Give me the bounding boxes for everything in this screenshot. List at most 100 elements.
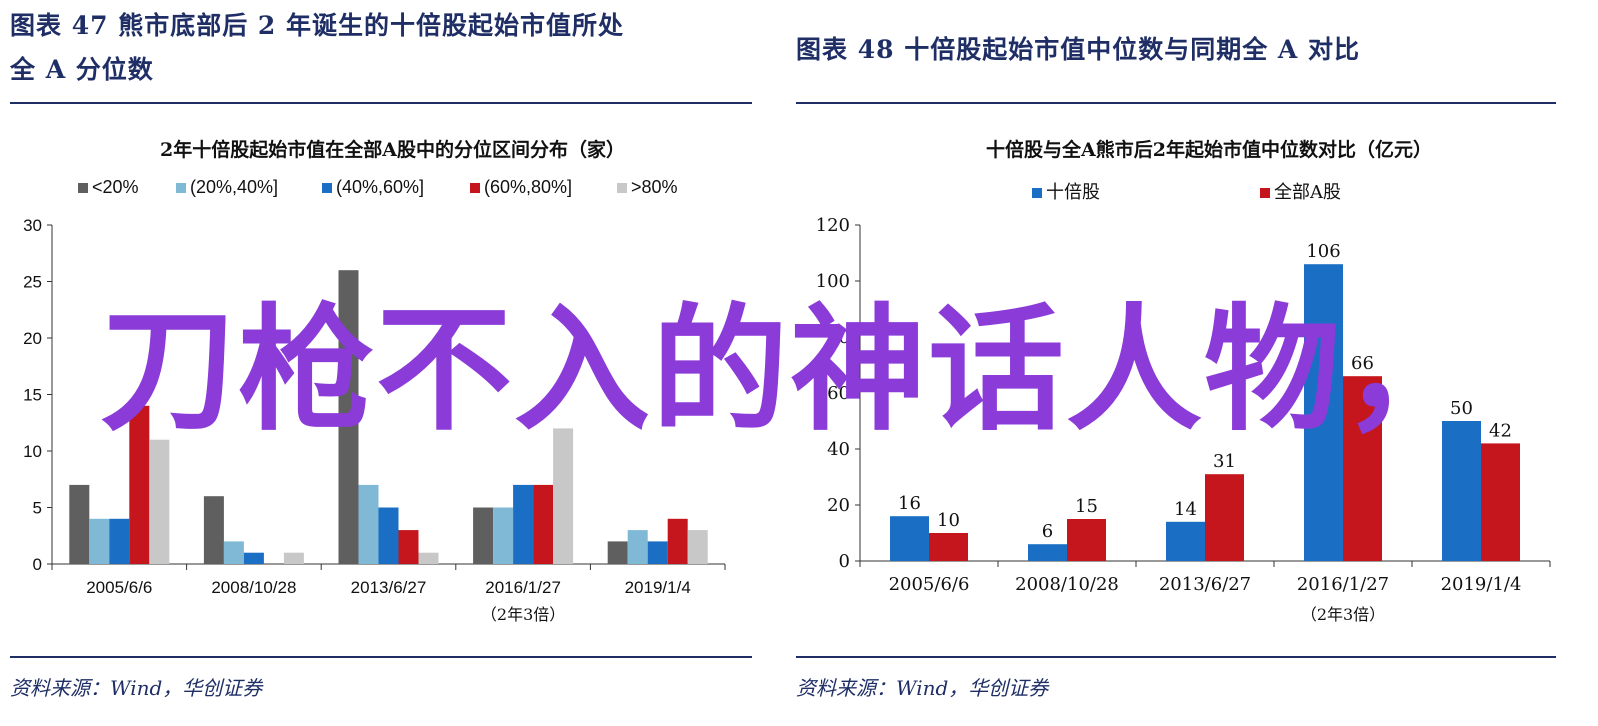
data-label: 50 xyxy=(1450,398,1473,419)
figure-47-panel: 图表 47 熊市底部后 2 年诞生的十倍股起始市值所处 全 A 分位数 2年十倍… xyxy=(0,0,770,726)
watermark-overlay-text: 刀枪不入的神话人物， xyxy=(100,292,1480,450)
data-label: 15 xyxy=(1075,496,1098,517)
figure-47-title-line1: 图表 47 熊市底部后 2 年诞生的十倍股起始市值所处 xyxy=(10,11,625,40)
bar-5-3 xyxy=(418,552,439,564)
x-category-note: （2年3倍） xyxy=(1301,605,1385,624)
bar-1-1 xyxy=(890,516,929,561)
y-tick-label: 80 xyxy=(827,327,850,348)
y-tick-label: 25 xyxy=(23,273,42,292)
bar-1-2 xyxy=(1028,544,1067,561)
bar-1-3 xyxy=(1166,521,1205,561)
legend-label: 十倍股 xyxy=(1046,182,1100,203)
chart-title: 2年十倍股起始市值在全部A股中的分位区间分布（家） xyxy=(160,138,625,161)
bar-2-1 xyxy=(929,533,968,561)
bar-2-4 xyxy=(493,507,514,564)
x-category-label: 2013/6/27 xyxy=(351,578,427,597)
bar-2-4 xyxy=(1343,376,1382,561)
legend-swatch xyxy=(78,183,88,193)
figure-48-source: 资料来源：Wind，华创证券 xyxy=(796,676,1049,700)
figure-47-title-line2: 全 A 分位数 xyxy=(10,55,154,84)
bar-2-2 xyxy=(223,541,244,564)
bar-5-4 xyxy=(553,428,574,564)
y-tick-label: 20 xyxy=(23,329,42,348)
y-tick-label: 60 xyxy=(827,383,850,404)
x-category-label: 2013/6/27 xyxy=(1159,574,1251,595)
figure-47-source: 资料来源：Wind，华创证券 xyxy=(10,676,263,700)
bar-4-1 xyxy=(129,405,150,564)
figure-47-chart: 2年十倍股起始市值在全部A股中的分位区间分布（家） <20% (20%,40%] (4… xyxy=(23,138,726,624)
y-tick-label: 0 xyxy=(33,555,42,574)
bar-5-1 xyxy=(149,439,170,564)
y-tick-label: 120 xyxy=(816,215,850,236)
bar-1-1 xyxy=(69,484,90,564)
legend-label: (40%,60%] xyxy=(336,177,424,197)
legend-label: <20% xyxy=(92,177,139,197)
figure-48-top-rule xyxy=(796,102,1556,104)
bar-2-1 xyxy=(89,518,110,564)
figure-48-title: 图表 48 十倍股起始市值中位数与同期全 A 对比 xyxy=(796,35,1361,64)
x-category-label: 2008/10/28 xyxy=(1015,574,1119,595)
bar-1-5 xyxy=(607,541,628,564)
chart-title: 十倍股与全A熊市后2年起始市值中位数对比（亿元） xyxy=(986,138,1432,161)
bar-2-5 xyxy=(1481,443,1520,561)
bar-5-2 xyxy=(283,552,304,564)
data-label: 42 xyxy=(1489,420,1512,441)
bar-2-5 xyxy=(627,530,648,564)
legend-label: >80% xyxy=(631,177,678,197)
legend-swatch xyxy=(617,183,627,193)
data-label: 106 xyxy=(1306,241,1340,262)
data-label: 10 xyxy=(937,510,960,531)
bar-4-5 xyxy=(667,518,688,564)
x-category-note: （2年3倍） xyxy=(481,605,565,624)
legend-label: (60%,80%] xyxy=(484,177,572,197)
data-label: 66 xyxy=(1351,353,1374,374)
x-category-label: 2019/1/4 xyxy=(625,578,691,597)
x-category-label: 2016/1/27 xyxy=(485,578,561,597)
y-tick-label: 10 xyxy=(23,442,42,461)
bar-2-3 xyxy=(358,484,379,564)
bar-1-2 xyxy=(203,496,224,564)
bar-1-4 xyxy=(473,507,494,564)
bar-1-4 xyxy=(1304,264,1343,561)
x-category-label: 2008/10/28 xyxy=(211,578,296,597)
legend-swatch xyxy=(1260,188,1270,198)
data-label: 16 xyxy=(898,493,921,514)
legend-label: 全部A股 xyxy=(1274,182,1341,203)
legend-swatch xyxy=(176,183,186,193)
bar-2-3 xyxy=(1205,474,1244,561)
figure-47-bottom-rule xyxy=(10,656,752,658)
data-label: 6 xyxy=(1042,521,1053,542)
y-tick-label: 30 xyxy=(23,216,42,235)
x-category-label: 2005/6/6 xyxy=(86,578,152,597)
y-tick-label: 15 xyxy=(23,386,42,405)
bar-3-3 xyxy=(378,507,399,564)
y-tick-label: 40 xyxy=(827,439,850,460)
y-tick-label: 5 xyxy=(33,499,42,518)
bar-2-2 xyxy=(1067,519,1106,561)
y-tick-label: 20 xyxy=(827,495,850,516)
bar-3-1 xyxy=(109,518,130,564)
bar-1-3 xyxy=(338,270,359,564)
figure-48-chart: 十倍股与全A熊市后2年起始市值中位数对比（亿元） 十倍股 全部A股 0 20 40 60 80… xyxy=(816,138,1551,624)
bar-1-5 xyxy=(1442,421,1481,561)
legend-label: (20%,40%] xyxy=(190,177,278,197)
bar-4-4 xyxy=(533,484,554,564)
data-label: 31 xyxy=(1213,451,1236,472)
x-category-label: 2019/1/4 xyxy=(1441,574,1522,595)
bar-4-3 xyxy=(398,530,419,564)
figure-48-bottom-rule xyxy=(796,656,1556,658)
y-tick-label: 0 xyxy=(839,551,850,572)
y-tick-label: 100 xyxy=(816,271,850,292)
figure-47-top-rule xyxy=(10,102,752,104)
x-category-label: 2005/6/6 xyxy=(889,574,970,595)
legend-swatch xyxy=(322,183,332,193)
figure-48-panel: 图表 48 十倍股起始市值中位数与同期全 A 对比 十倍股与全A熊市后2年起始市… xyxy=(796,0,1590,726)
x-category-label: 2016/1/27 xyxy=(1297,574,1389,595)
data-label: 14 xyxy=(1174,499,1197,520)
bar-3-4 xyxy=(513,484,534,564)
bar-3-2 xyxy=(243,552,264,564)
legend-swatch xyxy=(470,183,480,193)
bar-5-5 xyxy=(687,530,708,564)
legend-swatch xyxy=(1032,188,1042,198)
bar-3-5 xyxy=(647,541,668,564)
